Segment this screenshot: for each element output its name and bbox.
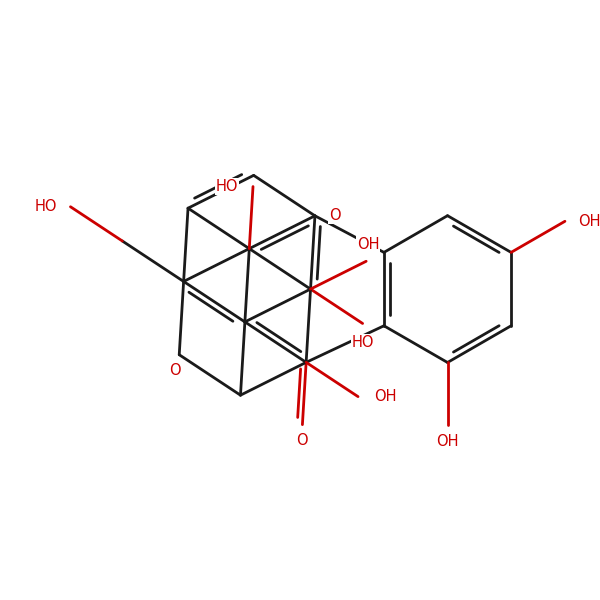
Text: OH: OH — [356, 236, 379, 251]
Text: OH: OH — [436, 434, 459, 449]
Text: OH: OH — [374, 389, 397, 404]
Text: HO: HO — [216, 179, 238, 194]
Text: HO: HO — [35, 199, 58, 214]
Text: O: O — [329, 208, 341, 223]
Text: HO: HO — [352, 335, 374, 350]
Text: O: O — [169, 363, 181, 378]
Text: O: O — [296, 433, 308, 448]
Text: OH: OH — [578, 214, 600, 229]
